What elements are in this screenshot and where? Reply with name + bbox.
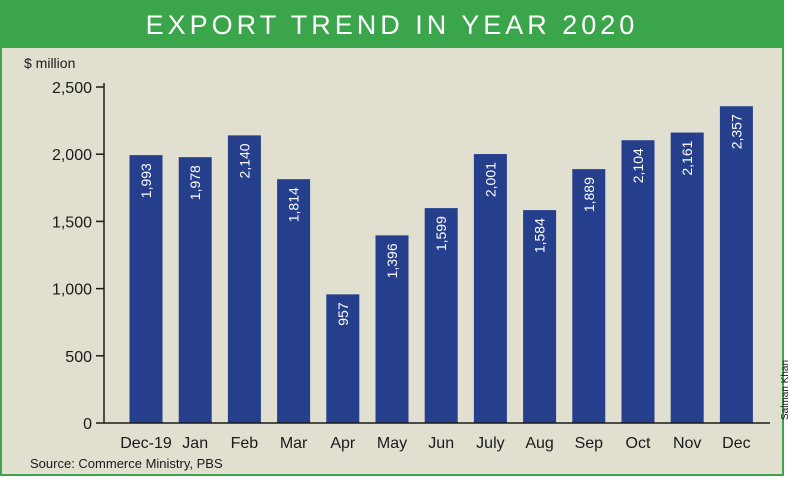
bar [473,154,507,423]
bar-value-label: 1,814 [286,187,302,222]
bar [719,106,753,423]
x-category-label: Dec-19 [120,435,172,452]
bar-value-label: 2,161 [679,140,695,175]
bar [178,157,212,423]
bar [375,235,409,423]
bar [670,132,704,424]
bar [326,294,360,423]
y-tick-label: 500 [65,349,92,366]
bar-value-label: 2,357 [728,114,744,149]
bar [129,155,163,423]
bar [227,135,261,423]
bar [621,140,655,423]
bar-value-label: 1,396 [384,243,400,278]
y-tick-label: 2,000 [52,147,92,164]
bar-value-label: 2,140 [236,143,252,178]
x-category-label: Jun [428,435,454,452]
bar [523,210,557,423]
x-category-label: Apr [330,435,356,452]
bar [424,208,458,423]
y-tick-label: 0 [83,416,92,433]
source-note: Source: Commerce Ministry, PBS [30,456,223,471]
y-tick-label: 2,500 [52,80,92,97]
bar-value-label: 957 [335,302,351,326]
x-category-label: Aug [525,435,553,452]
bar-value-label: 1,889 [581,177,597,212]
bar-value-label: 1,978 [187,165,203,200]
x-category-label: Jan [182,435,208,452]
x-category-label: Feb [231,435,259,452]
x-category-label: Oct [626,435,651,452]
bar-value-label: 2,104 [630,148,646,183]
y-tick-label: 1,500 [52,214,92,231]
bar-value-label: 2,001 [482,162,498,197]
y-axis-unit-label: $ million [24,55,76,71]
bar-value-label: 1,599 [433,216,449,251]
x-category-label: Nov [673,435,701,452]
photo-credit: Salman Khan [780,359,791,420]
x-category-label: July [476,435,504,452]
chart-title: EXPORT TREND IN YEAR 2020 [2,2,782,48]
x-category-label: May [377,435,407,452]
y-tick-label: 1,000 [52,282,92,299]
bar-value-label: 1,993 [138,163,154,198]
x-category-label: Sep [575,435,604,452]
bar-value-label: 1,584 [532,218,548,253]
bar [572,169,606,423]
x-category-label: Mar [280,435,308,452]
x-category-label: Dec [722,435,750,452]
bar [277,179,311,423]
